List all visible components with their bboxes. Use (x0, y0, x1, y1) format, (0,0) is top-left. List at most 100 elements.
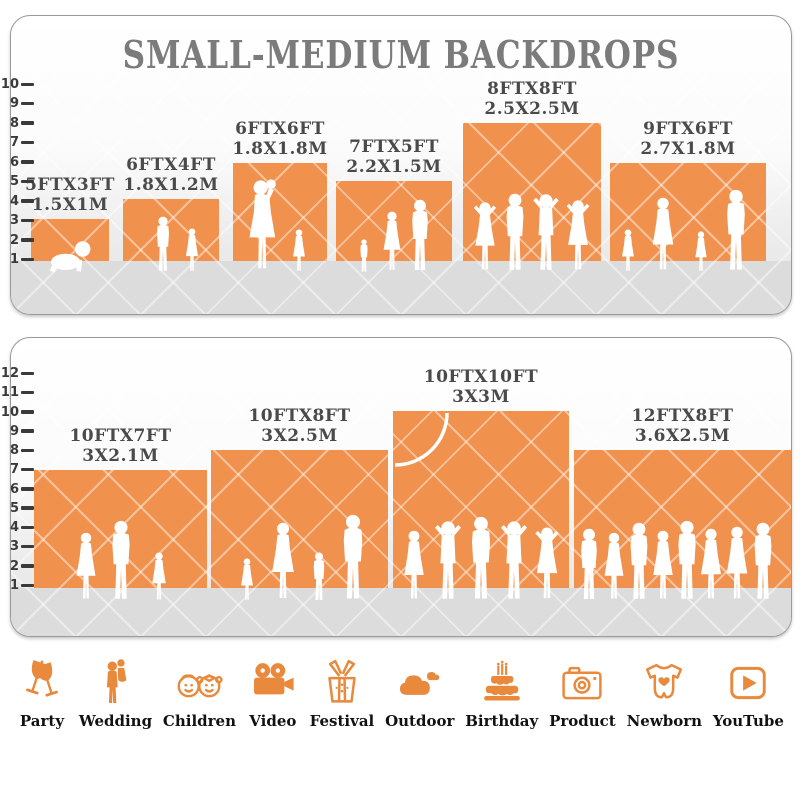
category-wedding: Wedding (79, 657, 152, 730)
party-icon (26, 660, 58, 697)
category-label: Birthday (465, 712, 539, 730)
ruler-number: 8 (9, 443, 19, 459)
ruler-number: 3 (9, 539, 19, 555)
ruler-number: 5 (9, 174, 19, 190)
man-silhouette (754, 522, 772, 599)
man-silhouette (412, 199, 428, 271)
size-ft-label: 7FTX5FT (349, 137, 439, 157)
category-outdoor: Outdoor (385, 657, 454, 730)
man-silhouette (506, 193, 524, 270)
backdrop-rect (31, 219, 109, 261)
size-ft-label: 6FTX4FT (126, 155, 216, 175)
category-children: Children (163, 657, 236, 730)
category-label: Wedding (78, 712, 153, 730)
youtube-icon (730, 666, 767, 700)
size-m-label: 3X2.1M (82, 446, 159, 466)
ruler-tick (21, 101, 34, 106)
size-ft-label: 6FTX6FT (235, 119, 325, 139)
size-m-label: 2.7X1.8M (640, 139, 736, 159)
size-m-label: 2.5X2.5M (484, 99, 580, 119)
ruler-number: 11 (0, 385, 19, 401)
ruler-tick (21, 121, 34, 125)
category-festival: Festival (309, 657, 375, 730)
ruler-number: 4 (9, 193, 19, 209)
toddler-silhouette (360, 239, 368, 272)
backdrop-size-label: 10FTX8FT 3X2.5M (215, 402, 385, 446)
category-video: Video (247, 657, 299, 730)
woman-silhouette (653, 530, 673, 599)
ruler-tick (21, 487, 34, 491)
boy-silhouette (313, 552, 325, 600)
woman-posing-silhouette (566, 200, 590, 270)
girl-silhouette (293, 229, 305, 271)
ruler-tick (21, 410, 34, 414)
girl-silhouette (185, 228, 199, 271)
ruler-tick (21, 179, 34, 184)
size-m-label: 3X3M (452, 387, 510, 407)
category-label: YouTube (712, 712, 784, 730)
ruler-number: 3 (9, 213, 19, 229)
ruler-number: 6 (9, 481, 19, 497)
man-silhouette (630, 522, 648, 599)
ruler-number: 8 (9, 115, 19, 131)
girl-silhouette (241, 558, 253, 600)
ruler-tick (21, 140, 34, 145)
size-ft-label: 5FTX3FT (25, 175, 115, 195)
size-panel-small-medium-sizes: 5FTX3FT 1.5X1M 6FTX4FT 1.8X1.2M 6FTX6FT 1.8X1… (1, 15, 792, 315)
size-m-label: 2.2X1.5M (346, 157, 442, 177)
man-silhouette (727, 189, 745, 270)
ruler-tick (21, 371, 34, 376)
size-m-label: 1.5X1M (31, 195, 109, 215)
ruler-tick (21, 448, 34, 453)
ruler-number: 1 (9, 252, 19, 267)
man-silhouette (112, 520, 130, 599)
birthday-icon (483, 660, 520, 701)
ruler-tick (21, 160, 34, 164)
newborn-icon (646, 663, 683, 699)
size-m-label: 3.6X2.5M (634, 426, 731, 446)
size-ft-label: 9FTX6FT (643, 119, 733, 139)
man-silhouette (678, 520, 696, 599)
backdrop-rect (123, 199, 219, 261)
children-icon (178, 674, 224, 698)
ruler-number: 9 (9, 423, 19, 439)
backdrop-size-label: 10FTX7FT 3X2.1M (36, 422, 206, 466)
man-posing-silhouette (434, 521, 462, 599)
ruler-number: 2 (9, 232, 19, 248)
size-panel-medium-large-sizes: 10FTX7FT 3X2.1M 10FTX8FT 3X2.5M 10FTX10FT 3X3… (1, 337, 792, 637)
size-ft-label: 8FTX8FT (487, 79, 577, 99)
woman-silhouette (726, 526, 748, 599)
ruler-tick (21, 525, 34, 530)
floor-area (11, 261, 791, 314)
man-silhouette (343, 514, 363, 599)
ruler-tick (21, 429, 34, 433)
ruler-tick (21, 544, 34, 549)
ruler-number: 1 (9, 578, 19, 593)
man-silhouette (581, 528, 597, 600)
category-label: Party (19, 712, 65, 730)
ruler-number: 5 (9, 500, 19, 516)
ruler-tick (21, 583, 34, 587)
category-label: Product (549, 712, 616, 730)
category-youtube: YouTube (713, 657, 784, 730)
backdrop-size-label: 10FTX10FT 3X3M (396, 363, 566, 407)
ruler-tick (21, 218, 34, 223)
ruler-number: 7 (9, 462, 19, 478)
category-label: Festival (309, 712, 375, 730)
size-ft-label: 10FTX10FT (423, 367, 539, 387)
backdrop-size-label: 6FTX4FT 1.8X1.2M (86, 151, 256, 195)
backdrop-size-label: 5FTX3FT 1.5X1M (0, 171, 155, 215)
woman-posing-silhouette (535, 527, 559, 599)
size-ft-label: 10FTX7FT (69, 426, 172, 446)
backdrop-size-label: 8FTX8FT 2.5X2.5M (447, 75, 617, 119)
backdrop-size-label: 6FTX6FT 1.8X1.8M (195, 115, 365, 159)
man-silhouette (471, 516, 491, 599)
product-icon (562, 666, 603, 700)
backdrop-rect (233, 163, 327, 261)
category-product: Product (549, 657, 616, 730)
backdrop-size-label: 12FTX8FT 3.6X2.5M (598, 402, 768, 446)
ruler-number: 12 (0, 366, 19, 382)
category-row: Party Wedding Children Video Festival Outdoor… (16, 657, 784, 730)
category-label: Newborn (626, 712, 703, 730)
